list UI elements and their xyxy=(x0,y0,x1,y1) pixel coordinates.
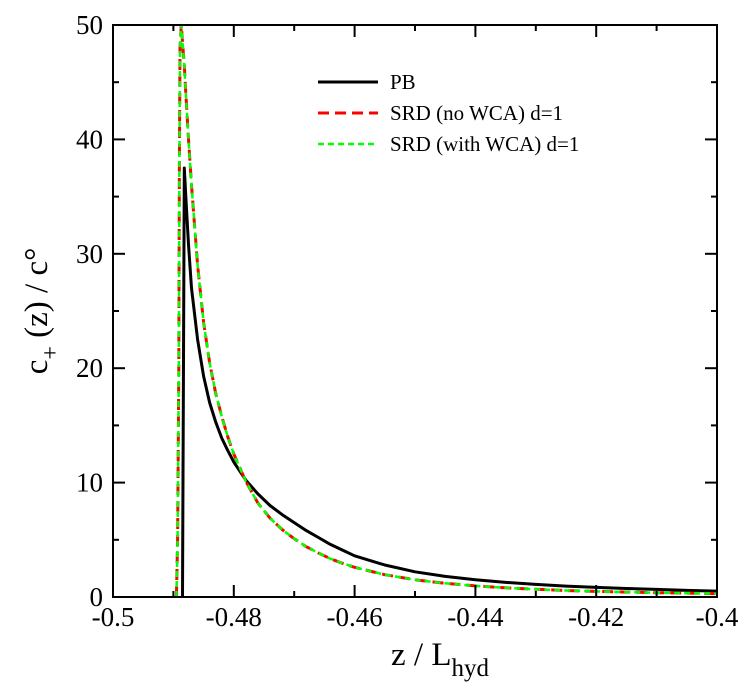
x-tick-label: -0.4 xyxy=(696,602,739,632)
x-tick-label: -0.44 xyxy=(447,602,504,632)
x-axis-title-main: z / L xyxy=(391,637,451,673)
x-tick-label: -0.5 xyxy=(92,602,135,632)
y-axis-title-main: c xyxy=(19,360,55,375)
series-line-pb xyxy=(181,166,717,597)
y-tick-label: 30 xyxy=(76,239,103,269)
y-tick-label: 10 xyxy=(76,468,103,498)
y-axis-title: c+ (z) / c° xyxy=(19,248,64,375)
y-tick-label: 0 xyxy=(90,582,104,612)
legend-label-srd-with-wca: SRD (with WCA) d=1 xyxy=(390,132,579,156)
series-layer xyxy=(174,25,717,597)
legend-label-pb: PB xyxy=(390,70,416,94)
x-axis-title-subscript: hyd xyxy=(451,655,489,682)
y-axis-title-tail: (z) / c° xyxy=(19,248,55,346)
x-axis-title: z / Lhyd xyxy=(391,637,489,682)
ticks-layer: -0.5 -0.48 -0.46 -0.44 -0.42 -0.4 0 10 20 30 40 50 xyxy=(76,10,739,632)
y-tick-label: 20 xyxy=(76,353,103,383)
y-axis-title-subscript: + xyxy=(38,346,64,360)
series-line-srd-with-wca xyxy=(175,25,717,597)
legend-label-srd-no-wca: SRD (no WCA) d=1 xyxy=(390,101,563,125)
x-tick-label: -0.48 xyxy=(206,602,262,632)
legend: PB SRD (no WCA) d=1 SRD (with WCA) d=1 xyxy=(318,70,579,156)
x-tick-label: -0.46 xyxy=(326,602,382,632)
x-tick-label: -0.42 xyxy=(568,602,624,632)
y-tick-label: 50 xyxy=(76,10,103,40)
y-tick-label: 40 xyxy=(76,124,103,154)
